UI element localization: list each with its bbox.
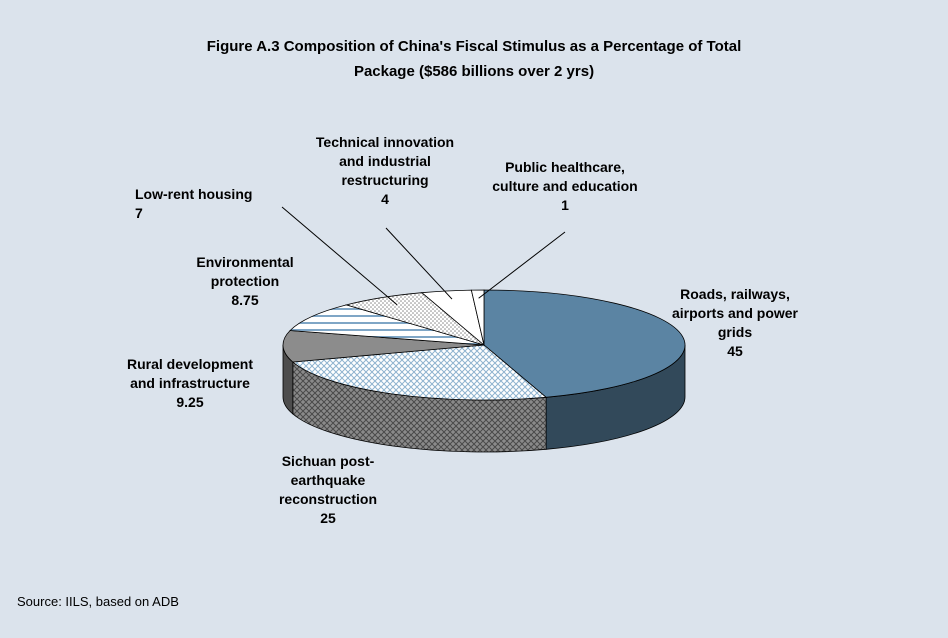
leader-line <box>281 206 398 306</box>
slice-label: Public healthcare, culture and education… <box>465 158 665 215</box>
slice-label: Technical innovation and industrial rest… <box>285 133 485 209</box>
category-label: Low-rent housing <box>135 186 253 202</box>
category-label: Roads, railways, airports and power grid… <box>671 286 799 340</box>
category-label: Environmental protection <box>196 254 294 289</box>
category-label: Technical innovation and industrial rest… <box>315 134 455 188</box>
category-label: Rural development and infrastructure <box>126 356 254 391</box>
chart-title: Figure A.3 Composition of China's Fiscal… <box>206 38 742 80</box>
value-label: 8.75 <box>231 292 259 308</box>
source-note: Source: IILS, based on ADB <box>17 594 179 609</box>
value-label: 25 <box>320 510 336 526</box>
value-label: 4 <box>381 191 389 207</box>
slice-label: Low-rent housing 7 <box>135 185 252 223</box>
leader-line <box>385 227 453 300</box>
slice-label: Roads, railways, airports and power grid… <box>635 285 835 361</box>
slice <box>483 289 686 398</box>
slice <box>282 330 485 363</box>
leader-line <box>478 231 566 299</box>
slice <box>289 304 485 346</box>
category-label: Public healthcare, culture and education <box>492 159 638 194</box>
slice-label: Rural development and infrastructure 9.25 <box>90 355 290 412</box>
value-label: 45 <box>727 343 743 359</box>
slice <box>291 344 548 401</box>
slice <box>470 289 485 346</box>
value-label: 1 <box>561 197 569 213</box>
value-label: 9.25 <box>176 394 204 410</box>
category-label: Sichuan post- earthquake reconstruction <box>278 453 377 507</box>
slice-label: Environmental protection 8.75 <box>145 253 345 310</box>
value-label: 7 <box>135 205 143 221</box>
slice-label: Sichuan post- earthquake reconstruction 2… <box>228 452 428 528</box>
